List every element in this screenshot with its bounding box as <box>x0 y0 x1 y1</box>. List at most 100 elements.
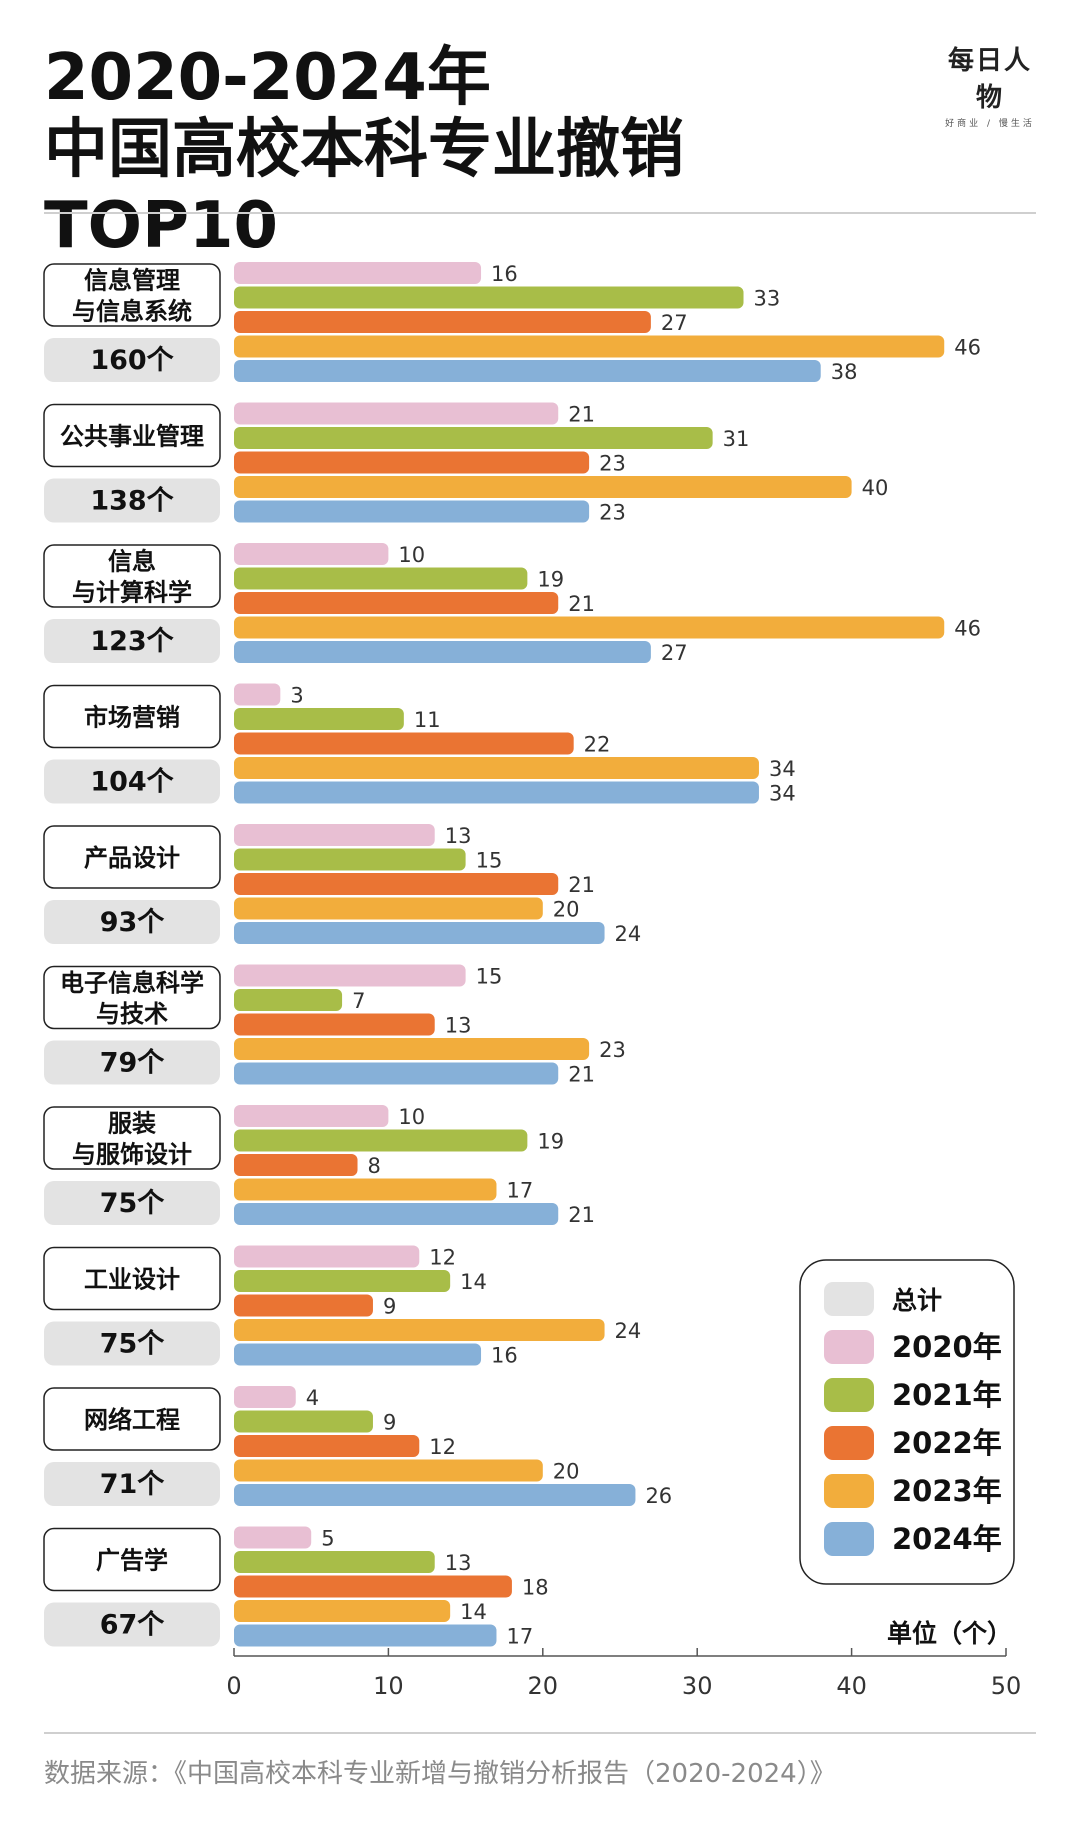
bar-value-label: 14 <box>460 1600 487 1624</box>
legend-label: 2022年 <box>892 1426 1002 1460</box>
bar-2022年-5 <box>234 1013 435 1036</box>
title-divider <box>44 212 1036 214</box>
bar-2022年-1 <box>234 451 590 474</box>
category-total: 67个 <box>100 1610 166 1641</box>
bar-value-label: 14 <box>460 1270 487 1294</box>
bar-2024年-8 <box>234 1484 636 1506</box>
bar-2022年-7 <box>234 1294 373 1317</box>
bar-value-label: 16 <box>491 262 518 286</box>
bar-2022年-4 <box>234 873 559 895</box>
bar-value-label: 24 <box>615 1319 642 1343</box>
bar-2023年-9 <box>234 1600 451 1622</box>
category-label: 服装 <box>108 1110 156 1138</box>
bar-value-label: 15 <box>476 965 503 989</box>
category-label: 信息管理 <box>84 267 180 295</box>
bar-2021年-3 <box>234 708 404 730</box>
category-label: 信息 <box>108 548 156 576</box>
category-label: 工业设计 <box>84 1266 180 1294</box>
bar-2021年-4 <box>234 848 466 871</box>
category-label-box <box>43 1246 221 1311</box>
bar-2021年-2 <box>234 567 528 590</box>
category-total-box <box>44 478 220 523</box>
bar-value-label: 13 <box>445 1014 472 1038</box>
bar-value-label: 10 <box>398 1105 425 1129</box>
category-label-box <box>43 965 221 1030</box>
bar-2021年-6 <box>234 1129 528 1152</box>
bar-value-label: 40 <box>862 476 889 500</box>
bar-value-label: 17 <box>506 1625 533 1649</box>
bar-2024年-6 <box>234 1203 559 1225</box>
bar-2023年-4 <box>234 897 543 920</box>
bar-value-label: 12 <box>429 1435 456 1459</box>
bar-2022年-3 <box>234 732 574 755</box>
bar-value-label: 17 <box>506 1179 533 1203</box>
legend-swatch <box>824 1522 874 1556</box>
bar-2020年-6 <box>234 1105 389 1127</box>
bar-2021年-9 <box>234 1551 435 1573</box>
bar-2023年-1 <box>234 476 852 498</box>
bar-value-label: 21 <box>568 1203 595 1227</box>
bar-value-label: 26 <box>645 1484 672 1508</box>
bar-value-label: 23 <box>599 1038 626 1062</box>
category-total: 71个 <box>100 1469 166 1500</box>
bar-2023年-0 <box>234 335 945 358</box>
bar-value-label: 4 <box>306 1386 319 1410</box>
bar-value-label: 22 <box>584 733 611 757</box>
x-axis-tick-label: 30 <box>682 1672 713 1700</box>
bar-value-label: 5 <box>321 1527 334 1551</box>
bar-value-label: 11 <box>414 708 441 732</box>
bar-2024年-5 <box>234 1062 559 1085</box>
bar-2024年-2 <box>234 641 651 663</box>
bar-2022年-9 <box>234 1575 512 1598</box>
category-total-box <box>44 1602 220 1647</box>
bar-2021年-7 <box>234 1270 451 1292</box>
category-total-box <box>44 759 220 804</box>
unit-label: 单位（个） <box>887 1619 1012 1648</box>
category-total: 79个 <box>100 1048 166 1079</box>
bar-2023年-3 <box>234 757 759 779</box>
bar-value-label: 19 <box>537 1130 564 1154</box>
category-total-box <box>44 1462 220 1506</box>
legend-swatch <box>824 1378 874 1412</box>
bar-value-label: 27 <box>661 641 688 665</box>
bar-value-label: 10 <box>398 543 425 567</box>
category-total-box <box>44 619 220 663</box>
source-divider <box>44 1732 1036 1734</box>
bar-value-label: 18 <box>522 1576 549 1600</box>
x-axis-tick-label: 50 <box>991 1672 1022 1700</box>
category-total-box <box>44 338 220 382</box>
category-label: 公共事业管理 <box>60 423 204 451</box>
x-axis-tick-label: 20 <box>528 1672 559 1700</box>
bar-value-label: 21 <box>568 592 595 616</box>
bar-2023年-2 <box>234 616 945 639</box>
bar-2024年-1 <box>234 500 590 523</box>
category-label: 与计算科学 <box>72 579 192 607</box>
bar-2020年-8 <box>234 1386 296 1408</box>
bar-2020年-0 <box>234 262 482 284</box>
bar-value-label: 34 <box>769 757 796 781</box>
legend-label: 2023年 <box>892 1474 1002 1508</box>
category-total: 104个 <box>90 767 174 798</box>
bar-value-label: 38 <box>831 360 858 384</box>
category-label-box <box>43 1527 221 1592</box>
bar-value-label: 34 <box>769 782 796 806</box>
category-label: 与信息系统 <box>72 298 192 326</box>
bar-value-label: 23 <box>599 501 626 525</box>
category-label: 网络工程 <box>84 1406 180 1434</box>
bar-value-label: 20 <box>553 898 580 922</box>
bar-value-label: 46 <box>954 617 981 641</box>
legend-swatch <box>824 1330 874 1364</box>
x-axis-tick-label: 40 <box>836 1672 867 1700</box>
category-label: 与技术 <box>96 1000 168 1028</box>
category-label-box <box>43 1106 221 1170</box>
category-label: 与服饰设计 <box>72 1141 192 1169</box>
bar-value-label: 8 <box>368 1154 381 1178</box>
bar-2024年-7 <box>234 1343 482 1366</box>
bar-2024年-4 <box>234 922 605 944</box>
category-label-box <box>43 263 221 327</box>
legend-label: 2024年 <box>892 1522 1002 1556</box>
category-label-box <box>43 825 221 889</box>
bar-2022年-6 <box>234 1154 358 1176</box>
bar-2023年-8 <box>234 1459 543 1482</box>
category-label-box <box>43 1387 221 1451</box>
